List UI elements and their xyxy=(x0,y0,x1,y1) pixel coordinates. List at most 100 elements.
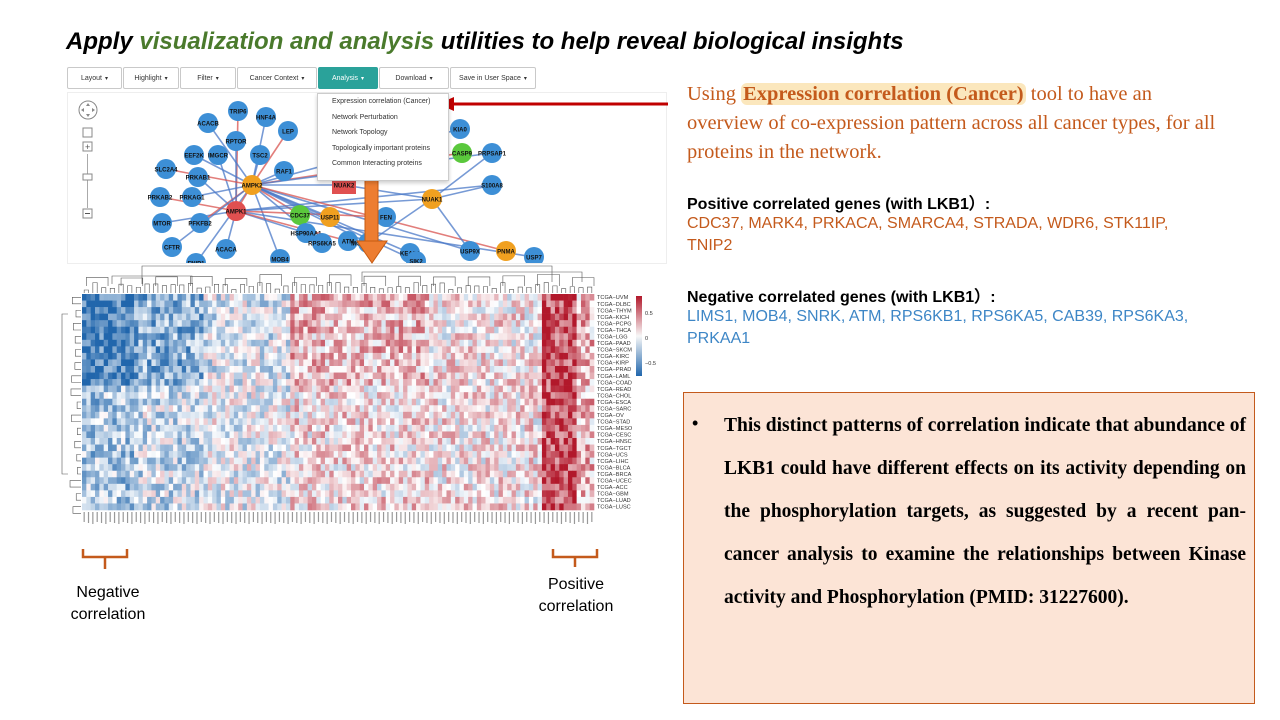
network-node[interactable] xyxy=(290,205,310,225)
dropdown-item[interactable]: Topologically important proteins xyxy=(332,144,431,152)
heatmap-row-label: TCGA−THCA xyxy=(597,328,631,334)
network-node[interactable] xyxy=(274,161,294,181)
network-node-label: NUAK1 xyxy=(422,198,443,204)
toolbar-layout-button[interactable]: Layout ▾ xyxy=(67,67,122,89)
network-edge xyxy=(431,152,493,200)
network-node[interactable] xyxy=(460,241,480,261)
network-node-label: FNIP1 xyxy=(187,262,205,265)
network-node-label: SLC2A4 xyxy=(154,168,178,174)
zoom-slider-handle[interactable] xyxy=(82,173,93,181)
negative-genes-list: LIMS1, MOB4, SNRK, ATM, RPS6KB1, RPS6KA5… xyxy=(687,308,1189,347)
heatmap-row-label: TCGA−LUAD xyxy=(597,498,631,504)
network-node[interactable] xyxy=(190,213,210,233)
network-node-label: TRIP6 xyxy=(229,110,247,116)
network-node-label: FEN xyxy=(380,216,392,222)
network-node-label: MTOR xyxy=(153,222,171,228)
heatmap-row-label: TCGA−STAD xyxy=(597,420,630,426)
network-node[interactable] xyxy=(198,113,218,133)
toolbar-highlight-button[interactable]: Highlight ▾ xyxy=(123,67,179,89)
network-edge xyxy=(235,198,433,212)
dropdown-item[interactable]: Expression correlation (Cancer) xyxy=(332,98,431,105)
heatmap-row-label: TCGA−SKCM xyxy=(597,348,632,354)
network-node-label: CDC37 xyxy=(290,214,310,220)
network-node[interactable] xyxy=(450,119,470,139)
network-node[interactable] xyxy=(162,237,182,257)
network-node[interactable] xyxy=(182,187,202,207)
toolbar-button-label: Save in User Space xyxy=(459,74,521,82)
fit-icon[interactable] xyxy=(82,127,93,138)
caret-down-icon: ▾ xyxy=(105,75,109,82)
network-node[interactable] xyxy=(226,201,246,221)
network-node-label: PRKAB1 xyxy=(186,176,211,182)
dropdown-item[interactable]: Network Perturbation xyxy=(332,113,398,121)
toolbar-button-label: Analysis xyxy=(331,74,359,82)
heatmap-row-label: TCGA−CESC xyxy=(597,433,631,439)
network-node[interactable] xyxy=(376,207,396,227)
network-node[interactable] xyxy=(216,239,236,259)
network-node-label: CASP9 xyxy=(452,152,473,158)
network-node-label: AMPK2 xyxy=(241,184,263,190)
network-node[interactable] xyxy=(250,145,270,165)
network-node[interactable] xyxy=(482,143,502,163)
network-node[interactable] xyxy=(184,145,204,165)
color-scale-label: 0 xyxy=(645,336,648,342)
heatmap-row-label: TCGA−THYM xyxy=(597,308,632,314)
network-node[interactable] xyxy=(208,145,228,165)
network-node[interactable] xyxy=(156,159,176,179)
heatmap-row-label: TCGA−ACC xyxy=(597,485,628,491)
svg-text:+: + xyxy=(85,142,90,152)
network-node[interactable] xyxy=(226,131,246,151)
network-node[interactable] xyxy=(186,253,206,264)
network-node[interactable] xyxy=(406,251,426,264)
dropdown-item[interactable]: Common Interacting proteins xyxy=(332,160,422,167)
network-node-label: TSC2 xyxy=(252,154,268,160)
positive-genes-heading: Positive correlated genes (with LKB1）: xyxy=(687,196,991,213)
toolbar-download-button[interactable]: Download ▾ xyxy=(379,67,449,89)
network-node[interactable] xyxy=(452,143,472,163)
toolbar-filter-button[interactable]: Filter ▾ xyxy=(180,67,236,89)
view-controls: + xyxy=(76,100,102,235)
network-node[interactable] xyxy=(152,213,172,233)
toolbar-save-in-user-space-button[interactable]: Save in User Space ▾ xyxy=(450,67,536,89)
heatmap-row-label: TCGA−MESO xyxy=(597,426,633,432)
network-node-label: EEF2K xyxy=(184,154,204,160)
positive-bracket-icon xyxy=(551,549,599,567)
network-node-label: AMPK1 xyxy=(225,210,247,216)
network-node[interactable] xyxy=(482,175,502,195)
network-node[interactable] xyxy=(312,233,332,253)
tool-name-highlight: Expression correlation (Cancer) xyxy=(741,83,1026,105)
network-node[interactable] xyxy=(242,175,262,195)
network-node[interactable] xyxy=(496,241,516,261)
network-node[interactable] xyxy=(296,223,316,243)
network-node[interactable] xyxy=(422,189,442,209)
network-node[interactable] xyxy=(188,167,208,187)
network-edge xyxy=(251,184,471,252)
network-node-label: RAF1 xyxy=(276,170,292,176)
heatmap-row-label: TCGA−BRCA xyxy=(597,472,632,478)
pan-control-icon[interactable] xyxy=(78,100,98,120)
network-node-label: PRKAB2 xyxy=(148,196,173,202)
toolbar-cancer-context-button[interactable]: Cancer Context ▾ xyxy=(237,67,317,89)
heatmap-row-label: TCGA−BLCA xyxy=(597,465,631,471)
network-node[interactable] xyxy=(320,207,340,227)
network-node-label: PNMA xyxy=(497,250,515,256)
network-node[interactable] xyxy=(150,187,170,207)
heatmap-row-label: TCGA−TGCT xyxy=(597,446,632,452)
network-node[interactable] xyxy=(338,231,358,251)
network-node[interactable] xyxy=(524,247,544,264)
network-node[interactable] xyxy=(278,121,298,141)
network-graph[interactable]: TRIP6 HNF4A ACACB RPTOR LEP EEF2K IMGCR TSC2 SLC… xyxy=(68,93,667,264)
network-node-label: HNF4A xyxy=(256,116,277,122)
network-node[interactable] xyxy=(270,249,290,264)
network-node[interactable] xyxy=(228,101,248,121)
toolbar-analysis-button[interactable]: Analysis ▾ xyxy=(318,67,378,89)
dropdown-item[interactable]: Network Topology xyxy=(332,129,388,136)
heatmap-column-labels xyxy=(83,512,593,524)
positive-correlation-label: Positive correlation xyxy=(538,576,614,615)
network-node-label: ACACA xyxy=(215,248,237,254)
title-part1: Apply xyxy=(66,28,140,55)
network-node[interactable] xyxy=(256,107,276,127)
zoom-in-icon[interactable] xyxy=(82,141,93,152)
caret-down-icon: ▾ xyxy=(301,75,305,82)
intro-pre: Using xyxy=(687,83,742,105)
